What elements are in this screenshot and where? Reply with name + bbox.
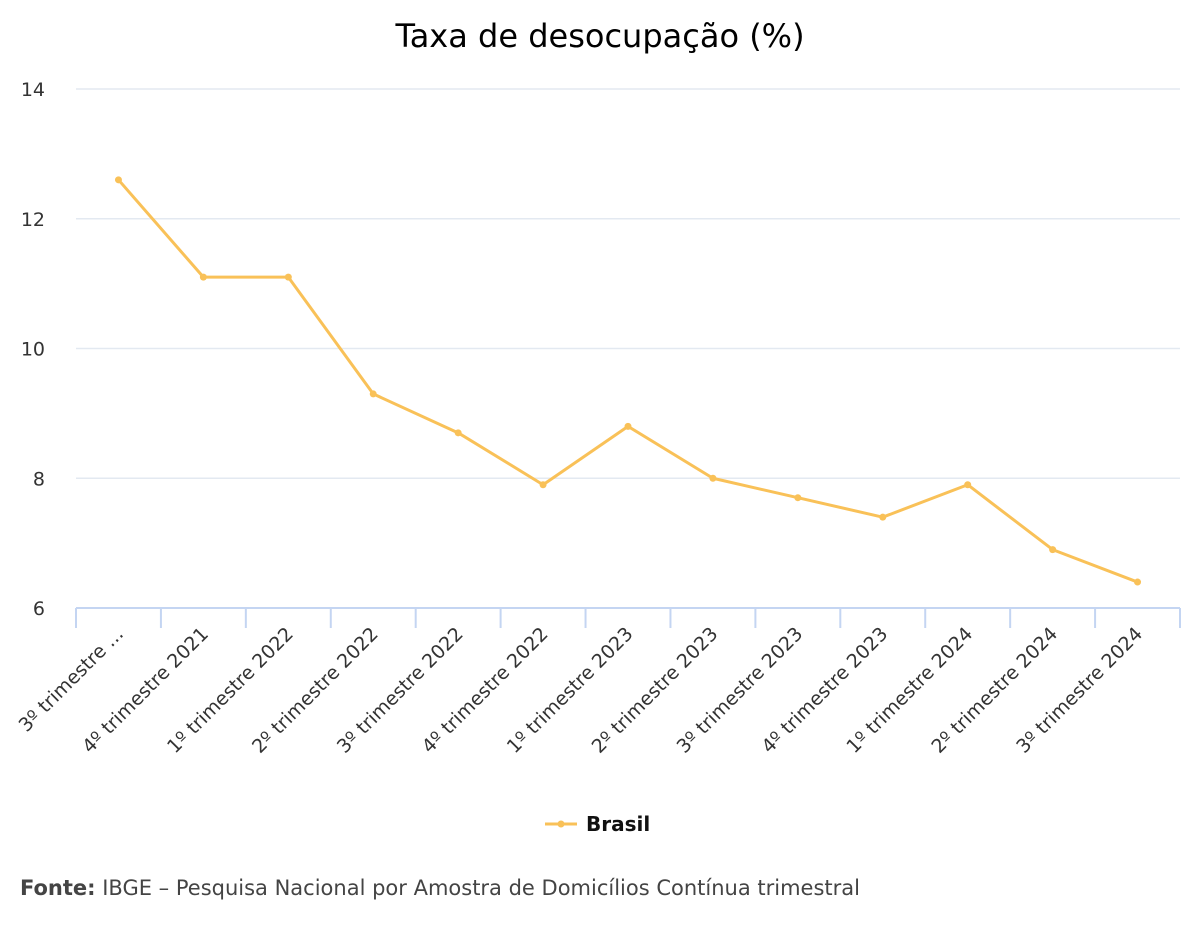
chart-title: Taxa de desocupação (%) [394,17,804,55]
y-tick-label: 14 [21,79,45,101]
source-text: IBGE – Pesquisa Nacional por Amostra de … [95,876,860,900]
data-point [1134,578,1142,586]
legend-label-brasil[interactable]: Brasil [586,812,650,836]
legend-marker-brasil [557,820,565,828]
data-point [794,494,802,502]
source-label: Fonte: [20,876,96,900]
data-point [454,429,462,437]
y-tick-label: 6 [33,598,45,620]
data-point [709,474,717,482]
data-point [964,481,972,489]
series-line-brasil [117,178,1139,584]
data-point [624,422,632,430]
data-point [1049,546,1057,554]
legend[interactable]: Brasil [545,812,650,836]
data-point [879,513,887,521]
data-point [199,273,207,281]
y-tick-label: 10 [21,339,45,361]
y-tick-label: 8 [33,468,45,490]
data-point [284,273,292,281]
source-note: Fonte: IBGE – Pesquisa Nacional por Amos… [20,876,860,900]
data-point [114,176,122,184]
data-point [539,481,547,489]
y-tick-label: 12 [21,209,45,231]
data-point [369,390,377,398]
